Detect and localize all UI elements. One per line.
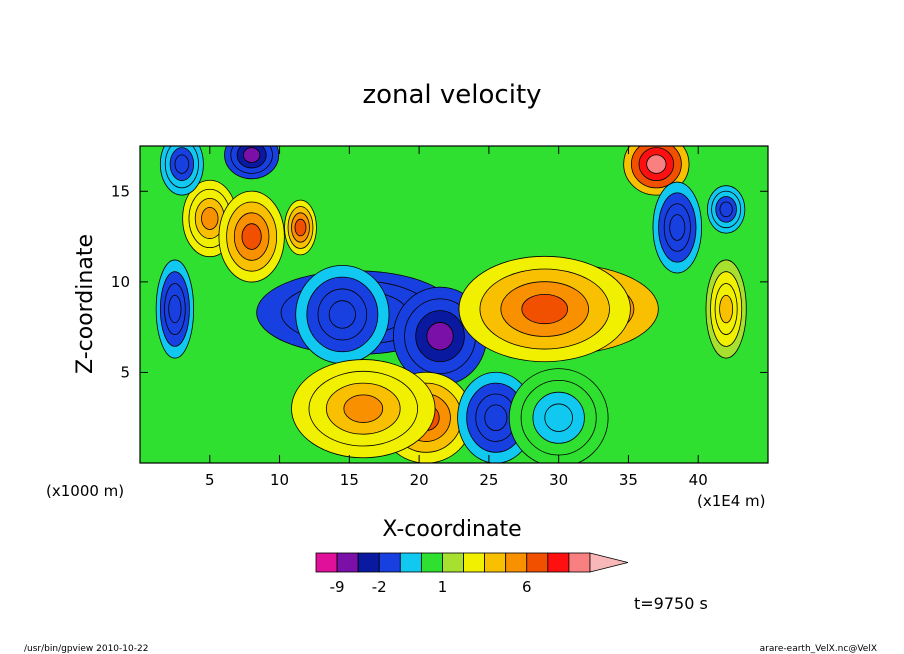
chart-title: zonal velocity: [362, 80, 541, 110]
x-unit-left: (x1000 m): [46, 482, 124, 500]
contour-blob: [168, 294, 182, 324]
contour-blob: [646, 154, 667, 174]
x-tick-label: 35: [619, 471, 638, 489]
colorbar-segment: [547, 552, 570, 573]
time-label: t=9750 s: [634, 594, 708, 613]
plot-area: 5 10 15 20 25 30 35 40 5 10 15: [111, 145, 769, 489]
colorbar-segment: [420, 552, 443, 573]
x-tick-label: 15: [340, 471, 359, 489]
contour-blob: [343, 394, 384, 423]
x-tick-label: 40: [689, 471, 708, 489]
colorbar-tick-label: 6: [522, 578, 532, 596]
contour-blob: [719, 294, 734, 324]
x-tick-label: 10: [270, 471, 289, 489]
plot-frame: [139, 145, 769, 464]
x-tick-label: 20: [410, 471, 429, 489]
x-unit-right: (x1E4 m): [697, 492, 766, 510]
contour-blob: [328, 300, 356, 329]
contour-blob: [521, 293, 569, 325]
y-tick-label: 5: [120, 363, 130, 381]
colorbar-segment: [526, 552, 549, 573]
colorbar-segment: [442, 552, 464, 573]
y-tick-label: 15: [111, 182, 130, 200]
colorbar-segment: [505, 552, 528, 573]
colorbar-segment: [378, 552, 401, 573]
contour-blob: [719, 201, 733, 218]
contour-blob: [201, 206, 219, 230]
colorbar-segment: [484, 552, 507, 573]
colorbar-segment: [336, 552, 359, 573]
colorbar-segment: [568, 552, 591, 573]
contour-blob: [669, 214, 686, 241]
y-tick-label: 10: [111, 273, 130, 291]
colorbar-segment: [315, 552, 338, 573]
colorbar-segment: [357, 552, 380, 573]
y-axis-label: Z-coordinate: [73, 234, 98, 374]
contour-blob: [294, 218, 307, 237]
contour-blob: [242, 147, 261, 163]
x-axis-label: X-coordinate: [382, 517, 521, 542]
x-tick-label: 5: [205, 471, 215, 489]
colorbar-tick-label: -9: [330, 578, 345, 596]
footer-right: arare-earth_VelX.nc@VelX: [760, 644, 877, 654]
x-tick-label: 30: [549, 471, 568, 489]
contour-blob: [241, 223, 262, 250]
contour-blob: [484, 404, 508, 431]
contour-blob: [174, 154, 190, 174]
colorbar: -9 -2 1 6: [315, 552, 629, 596]
contour-blob: [544, 403, 573, 432]
footer-left: /usr/bin/gpview 2010-10-22: [24, 644, 148, 654]
colorbar-segment: [463, 552, 486, 573]
colorbar-tick-label: -2: [372, 578, 387, 596]
x-tick-label: 25: [479, 471, 498, 489]
contour-blob: [426, 322, 454, 351]
colorbar-tick-label: 1: [438, 578, 448, 596]
colorbar-segment: [399, 552, 422, 573]
colorbar-arrow: [589, 552, 629, 573]
